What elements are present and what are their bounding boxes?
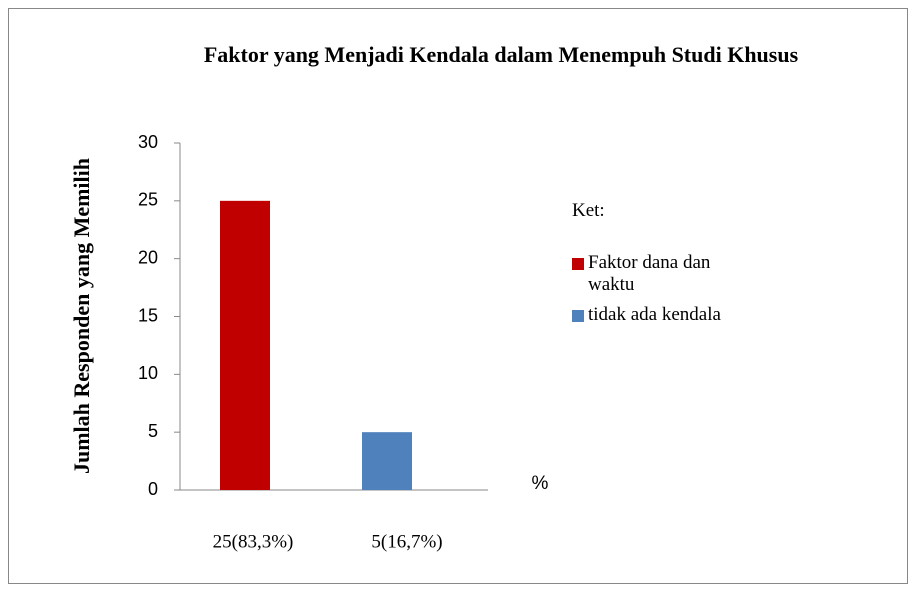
chart-title: Faktor yang Menjadi Kendala dalam Menemp…: [204, 42, 799, 67]
legend-swatch: [572, 310, 584, 322]
legend-item: Faktor dana dan waktu: [572, 252, 782, 296]
legend-title: Ket:: [572, 200, 605, 221]
x-tick-label: 5(16,7%): [371, 531, 442, 552]
y-tick-label: 10: [138, 363, 158, 383]
y-tick-label: 5: [148, 421, 158, 441]
y-tick-label: 20: [138, 247, 158, 267]
legend-label: tidak ada kendala: [588, 304, 721, 325]
frame: [8, 8, 908, 584]
legend-item: tidak ada kendala: [572, 304, 782, 326]
legend: Ket: Faktor dana dan waktu tidak ada kend…: [572, 200, 782, 326]
legend-swatch: [572, 258, 584, 270]
y-tick-label: 25: [138, 190, 158, 210]
x-tick-label: 25(83,3%): [213, 531, 294, 552]
bar: [220, 200, 270, 491]
y-axis-label: Jumlah Responden yang Memilih: [69, 158, 94, 474]
legend-label: Faktor dana dan waktu: [588, 252, 711, 295]
bar: [362, 432, 412, 490]
y-tick-label: 0: [148, 479, 158, 499]
x-axis-label: %: [532, 473, 549, 494]
y-tick-label: 15: [138, 305, 158, 325]
y-tick-label: 30: [138, 132, 158, 152]
